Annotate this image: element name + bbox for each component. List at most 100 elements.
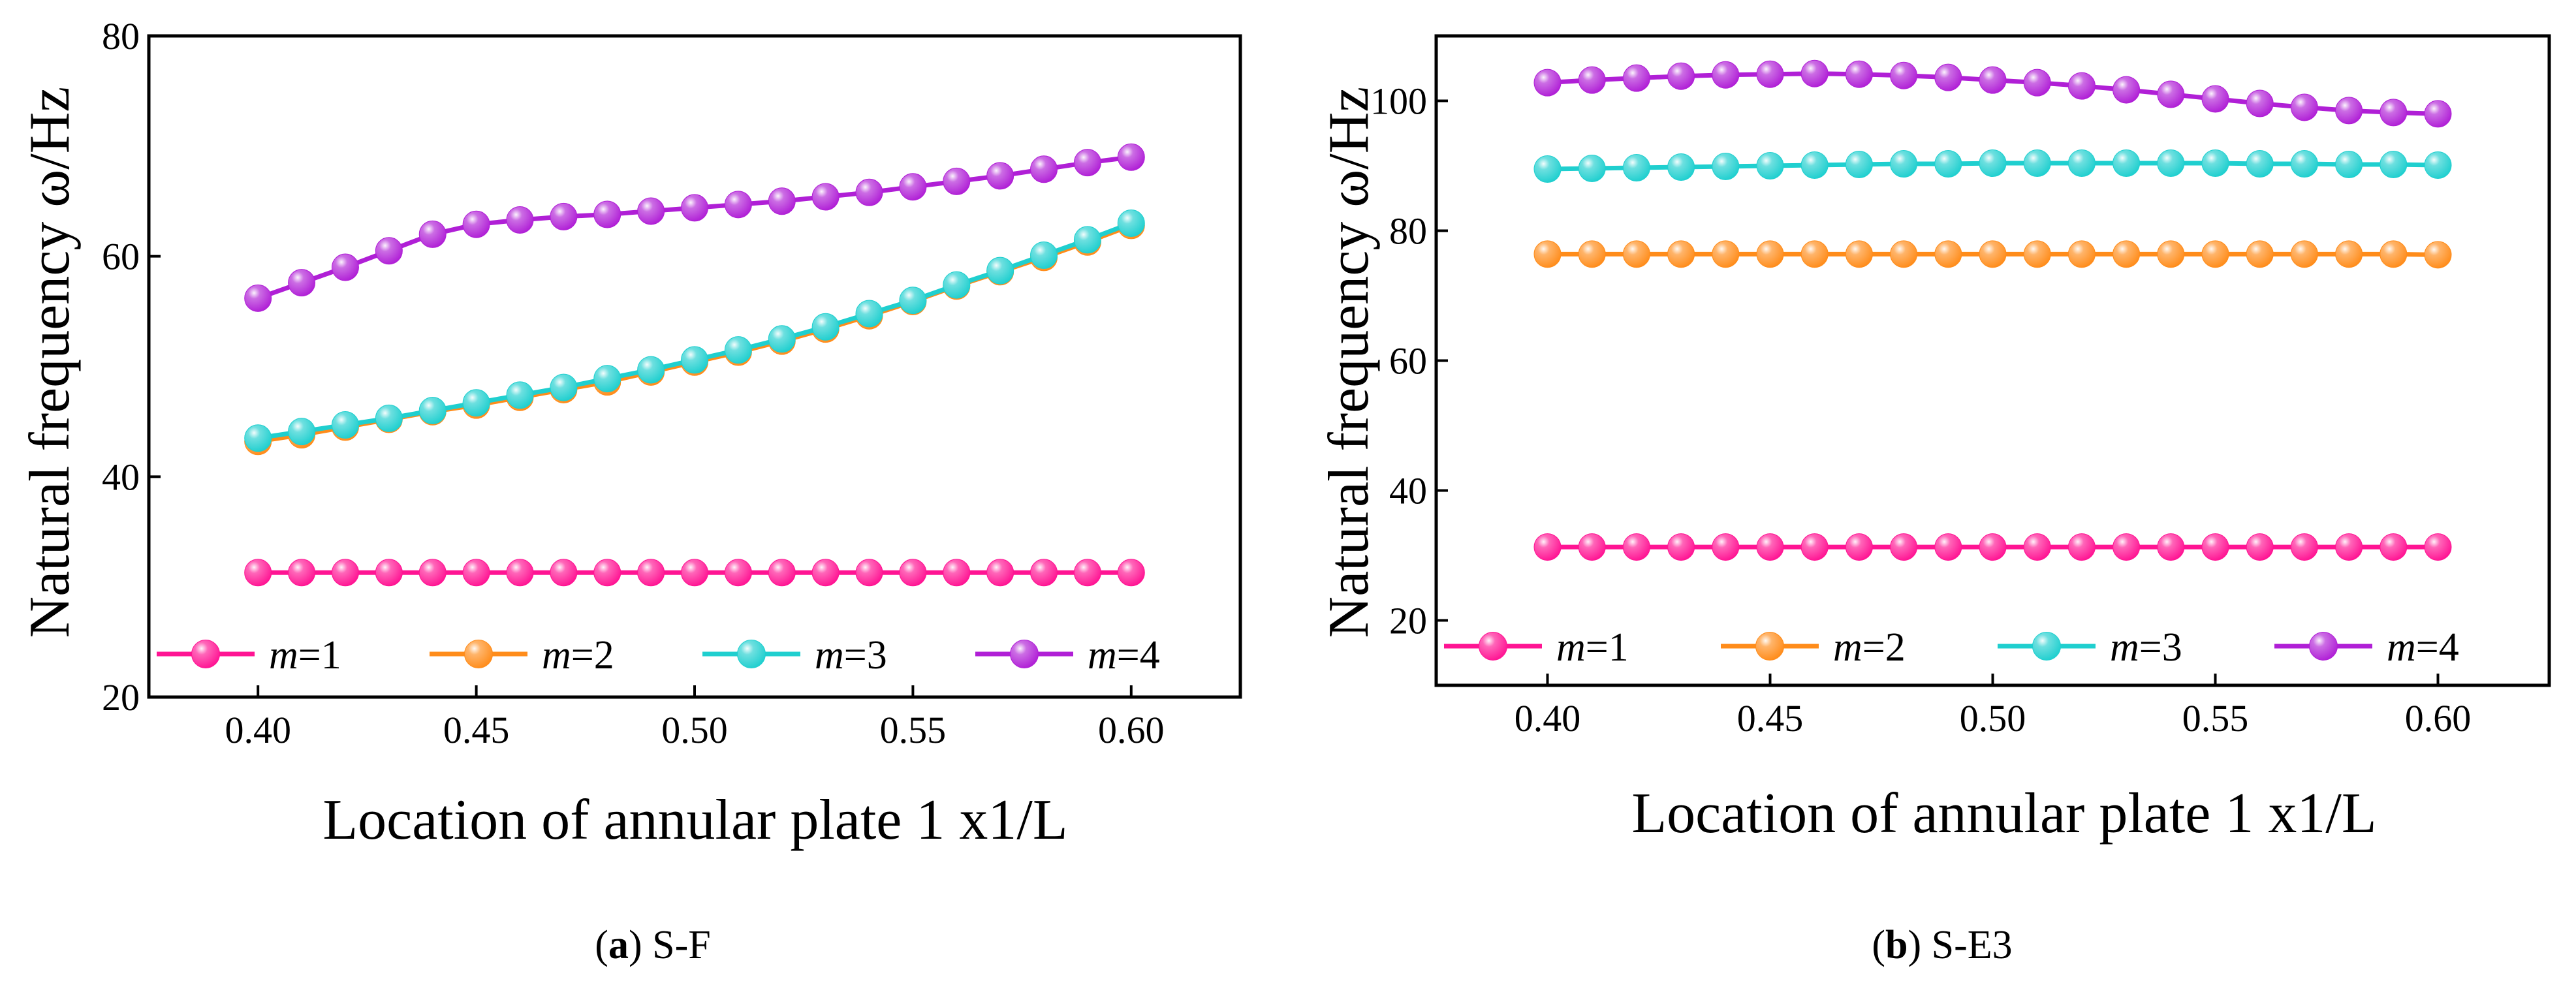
legend-label: m=2: [1833, 625, 1906, 670]
data-point: [899, 559, 927, 587]
data-point: [462, 210, 490, 238]
data-point: [550, 202, 578, 230]
data-point: [2246, 89, 2274, 117]
data-point: [2246, 533, 2274, 561]
data-point-shine: [1979, 150, 2006, 177]
data-point-shine: [1534, 69, 1561, 96]
data-point-shine: [1846, 534, 1872, 561]
data-point-shine: [1579, 534, 1605, 561]
legend-item: m=4: [975, 633, 1160, 677]
data-point: [2380, 533, 2408, 561]
data-point: [637, 197, 665, 225]
legend-label: m=3: [815, 633, 887, 677]
data-point: [1756, 240, 1784, 268]
legend-label: m=4: [1088, 633, 1160, 677]
data-point: [1979, 66, 2007, 94]
data-point: [2023, 149, 2051, 178]
x-tick-label: 0.55: [2182, 697, 2249, 740]
legend-a: m=1 m=2 m=3 m=4: [157, 633, 1160, 677]
data-point: [1622, 64, 1650, 92]
data-point-shine: [1801, 60, 1828, 87]
data-point: [855, 559, 883, 587]
data-point-shine: [1979, 241, 2006, 268]
data-point-shine: [1074, 559, 1101, 586]
data-point-shine: [1623, 241, 1650, 268]
data-point-shine: [1668, 534, 1695, 561]
data-point: [2113, 533, 2141, 561]
data-point-shine: [375, 238, 402, 264]
data-point-shine: [2246, 534, 2273, 561]
data-point-shine: [2425, 101, 2451, 127]
data-point: [2380, 99, 2408, 127]
data-point: [2335, 240, 2363, 268]
data-point: [1667, 62, 1695, 90]
data-point: [855, 300, 883, 328]
data-point: [1756, 533, 1784, 561]
legend-marker-shine: [1756, 632, 1783, 660]
data-point-shine: [2336, 97, 2363, 124]
data-point: [1934, 63, 1962, 91]
plot-frame-b: [1434, 34, 2551, 687]
data-point-shine: [768, 326, 795, 352]
data-point: [1073, 226, 1101, 254]
data-point-shine: [900, 174, 926, 200]
data-point-shine: [245, 285, 272, 311]
data-point-shine: [419, 221, 446, 247]
data-point-shine: [1668, 63, 1695, 89]
data-point-shine: [1891, 534, 1917, 561]
data-point-shine: [1846, 151, 1872, 178]
data-point-shine: [725, 559, 751, 586]
data-point: [1117, 559, 1145, 587]
caption-a: (a) S-F: [595, 923, 710, 967]
data-point: [1845, 151, 1873, 179]
data-point: [2113, 240, 2141, 268]
data-point: [1890, 61, 1918, 89]
data-point: [550, 373, 578, 401]
data-point: [244, 284, 272, 312]
series-4-b: [1533, 59, 2452, 128]
y-tick-label: 80: [1389, 210, 1427, 253]
data-point: [2335, 151, 2363, 179]
data-point-shine: [289, 418, 315, 445]
data-point: [2380, 240, 2408, 268]
data-point-shine: [1757, 241, 1783, 268]
x-tick-label: 0.45: [1737, 697, 1804, 740]
data-point: [1030, 241, 1058, 269]
data-point-shine: [2291, 151, 2317, 178]
x-tick-label: 0.60: [1098, 709, 1165, 751]
legend-item: m=2: [430, 633, 614, 677]
data-point-shine: [2024, 69, 2050, 96]
legend-item: m=2: [1721, 625, 1906, 670]
data-point-shine: [1579, 155, 1605, 181]
legend-marker-shine: [192, 640, 219, 668]
data-point: [1073, 149, 1101, 177]
data-point: [2290, 533, 2318, 561]
data-point: [2157, 80, 2185, 108]
data-point: [2067, 72, 2096, 100]
data-point: [1073, 559, 1101, 587]
data-point: [2201, 240, 2229, 268]
data-point: [1533, 240, 1562, 268]
data-point-shine: [638, 198, 665, 225]
data-point: [986, 162, 1014, 190]
legend-item: m=3: [702, 633, 887, 677]
data-point: [1979, 533, 2007, 561]
data-point: [1667, 240, 1695, 268]
data-point-shine: [2246, 241, 2273, 268]
data-point: [2067, 240, 2096, 268]
data-point: [2424, 241, 2452, 269]
data-point-shine: [1935, 151, 1962, 178]
data-point-shine: [594, 201, 621, 228]
data-point-shine: [2246, 151, 2273, 178]
data-point-shine: [856, 559, 883, 586]
data-point-shine: [550, 203, 577, 230]
data-point-shine: [1757, 153, 1783, 179]
data-point-shine: [768, 559, 795, 586]
legend-marker: [2309, 632, 2338, 661]
data-point: [1030, 155, 1058, 183]
data-point-shine: [2113, 76, 2140, 103]
data-point: [2201, 533, 2229, 561]
data-point: [1934, 240, 1962, 268]
data-point: [2424, 533, 2452, 561]
data-point: [331, 253, 359, 281]
